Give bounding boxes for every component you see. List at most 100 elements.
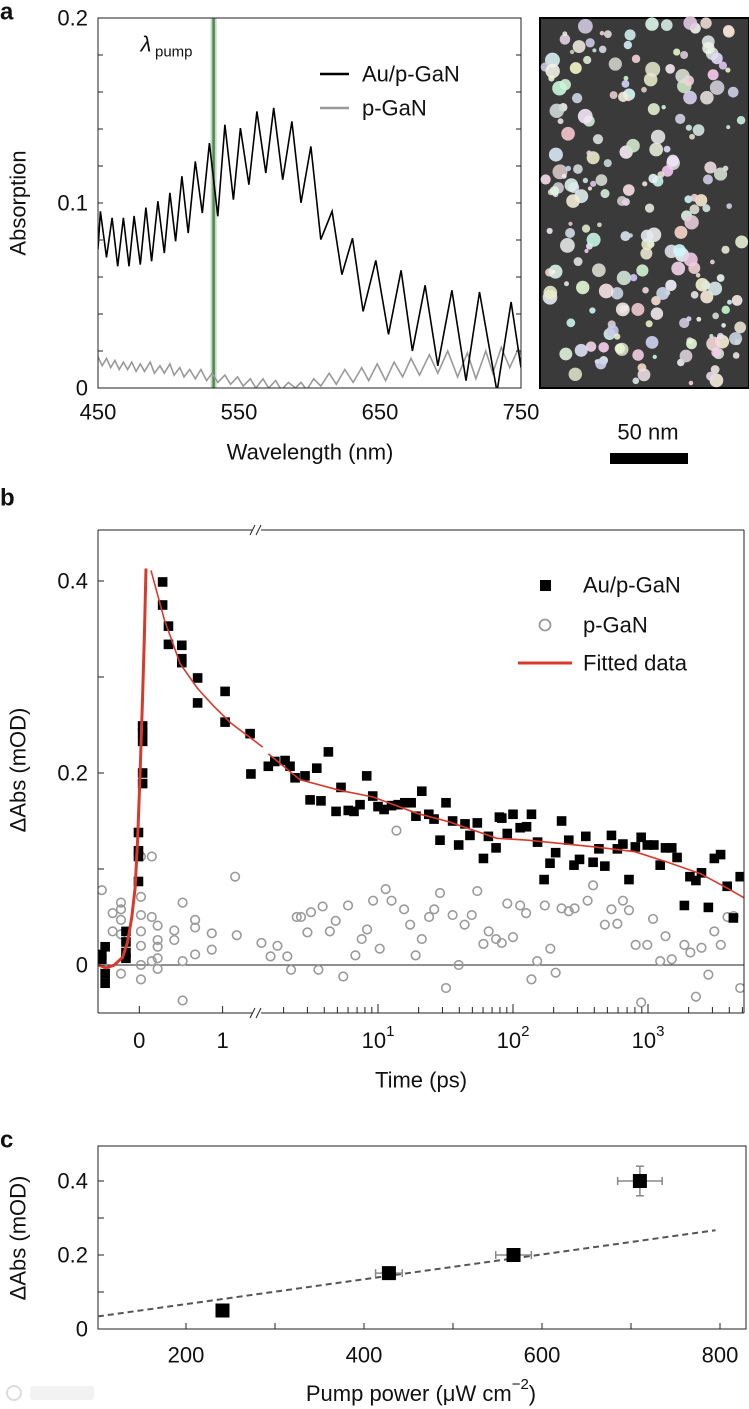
data-point-p-gan xyxy=(135,926,147,937)
data-point-p-gan xyxy=(282,951,293,962)
data-point-au-p-gan xyxy=(176,657,187,668)
nanoparticle xyxy=(587,186,593,191)
x-tick-label-base: 10 xyxy=(632,1028,656,1053)
watermark-mark xyxy=(30,1386,94,1400)
data-point-au-p-gan xyxy=(280,755,290,766)
fit-curve-segment xyxy=(150,570,264,748)
nanoparticle xyxy=(631,54,641,64)
data-point-p-gan xyxy=(135,959,147,971)
data-point-p-gan xyxy=(206,928,217,939)
nanoparticle xyxy=(641,86,647,93)
nanoparticle xyxy=(702,204,711,213)
nanoparticle xyxy=(649,142,664,157)
data-point-p-gan xyxy=(285,964,297,975)
nanoparticle xyxy=(566,194,580,208)
fit-curve-segment xyxy=(98,568,148,970)
nanoparticle xyxy=(721,245,730,254)
panel-label-b: b xyxy=(0,485,15,512)
data-point-p-gan xyxy=(152,934,163,946)
x-axis-title: Time (ps) xyxy=(375,1068,467,1093)
nanoparticle xyxy=(543,285,558,300)
y-tick-label: 0.2 xyxy=(57,6,88,31)
data-point-au-p-gan xyxy=(192,698,203,708)
data-point-au-p-gan xyxy=(722,881,732,892)
data-point-p-gan xyxy=(434,887,446,899)
data-point-p-gan xyxy=(190,914,201,925)
data-point-p-gan xyxy=(599,919,610,930)
data-point-p-gan xyxy=(152,920,163,931)
data-point-p-gan xyxy=(520,908,532,919)
nanoparticle xyxy=(673,48,681,56)
nanoparticle xyxy=(589,307,596,314)
nanoparticle xyxy=(656,286,670,300)
data-point-p-gan xyxy=(416,933,427,945)
x-tick-label: 450 xyxy=(80,400,117,425)
data-point-au-p-gan xyxy=(137,768,148,778)
data-point-au-p-gan xyxy=(679,900,690,911)
data-point-au-p-gan xyxy=(491,843,501,853)
nanoparticle xyxy=(629,273,638,282)
sem-image xyxy=(539,16,749,389)
data-point-p-gan xyxy=(715,939,726,950)
plot-frame-c xyxy=(97,1145,747,1330)
data-point-p-gan xyxy=(146,956,157,967)
data-point-p-gan xyxy=(459,919,470,930)
data-point-au-p-gan xyxy=(496,813,507,823)
nanoparticle xyxy=(595,174,608,186)
data-point-p-gan xyxy=(660,931,671,942)
nanoparticle xyxy=(648,173,658,184)
nanoparticle xyxy=(727,86,739,98)
data-point-au-p-gan xyxy=(311,763,322,773)
data-point-p-gan xyxy=(483,926,494,937)
data-point-au-p-gan xyxy=(220,686,230,697)
data-point-p-gan xyxy=(305,907,317,918)
nanoparticle xyxy=(686,316,692,322)
y-tick-label: 0 xyxy=(76,1317,88,1342)
nanoparticle xyxy=(707,69,719,81)
data-point-au-p-gan xyxy=(735,871,744,882)
nanoparticle xyxy=(621,80,630,88)
data-point-au-p-gan xyxy=(336,782,346,793)
data-point-p-gan xyxy=(526,974,537,985)
data-point-p-gan xyxy=(696,942,707,953)
nanoparticle xyxy=(566,318,576,328)
y-axis-title: Absorption xyxy=(6,150,31,255)
data-point-au-p-gan xyxy=(163,621,174,631)
data-point-p-gan xyxy=(630,939,641,950)
data-point-au-p-gan xyxy=(630,842,641,852)
data-point-p-gan xyxy=(380,884,391,895)
data-point-au-p-gan xyxy=(532,837,543,847)
data-point-au-p-gan xyxy=(550,847,561,858)
data-point-au-p-gan xyxy=(121,947,131,958)
data-point-au-p-gan xyxy=(192,673,203,683)
data-point-p-gan xyxy=(231,930,242,941)
data-point-p-gan xyxy=(515,900,526,911)
data-point-p-gan xyxy=(169,934,180,946)
nanoparticle xyxy=(700,90,714,105)
data-point-p-gan xyxy=(295,911,307,923)
nanoparticle xyxy=(610,287,624,300)
scale-bar-label: 50 nm xyxy=(617,420,678,445)
data-point-p-gan xyxy=(679,939,690,950)
data-point-p-gan xyxy=(135,909,147,921)
data-point-p-gan xyxy=(690,991,702,1002)
data-point-p-gan xyxy=(709,926,720,937)
nanoparticle xyxy=(650,307,664,320)
nanoparticle xyxy=(565,165,572,172)
data-point-p-gan xyxy=(623,905,635,916)
data-point-au-p-gan xyxy=(460,819,470,829)
data-point-p-gan xyxy=(229,871,241,882)
data-point-au-p-gan xyxy=(305,795,315,805)
legend-label: Au/p-GaN xyxy=(583,573,681,598)
nanoparticle xyxy=(684,195,693,204)
x-tick-label: 400 xyxy=(346,1343,383,1368)
y-tick-label: 0 xyxy=(76,953,88,978)
data-point-p-gan xyxy=(152,941,163,952)
data-point-p-gan xyxy=(169,925,180,936)
nanoparticle xyxy=(620,231,631,242)
data-point-p-gan xyxy=(135,940,147,951)
data-point-p-gan xyxy=(152,953,163,964)
nanoparticle xyxy=(679,317,690,329)
data-point-au-p-gan xyxy=(715,849,726,860)
nanoparticle xyxy=(548,147,563,162)
